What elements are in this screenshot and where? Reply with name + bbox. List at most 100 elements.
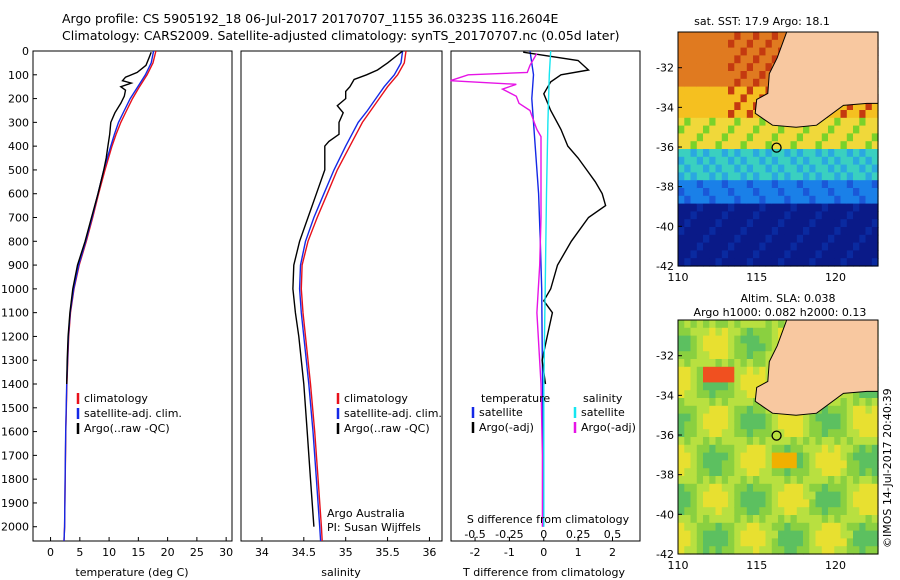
map-1-cell <box>809 460 817 469</box>
map-1-cell <box>703 382 710 391</box>
map-0-cell <box>859 203 867 212</box>
map-1-cell <box>740 468 748 477</box>
map-1-cell <box>840 437 848 446</box>
map-1-cell <box>740 491 748 500</box>
map-0-cell <box>846 195 854 205</box>
map-1-cell <box>803 460 810 469</box>
map-1-cell <box>740 335 748 344</box>
map-0-cell <box>690 227 698 236</box>
map-0-cell <box>709 71 717 80</box>
map-0-cell <box>728 227 735 236</box>
map-0-cell <box>728 102 735 111</box>
map-1-cell <box>746 429 754 438</box>
map-0-cell <box>809 203 817 212</box>
map-1-cell <box>684 437 692 446</box>
map-0-cell <box>821 203 829 212</box>
map-1-cell <box>853 499 860 508</box>
map-1-cell <box>765 499 773 508</box>
map-1-cell <box>865 530 873 539</box>
map-1-cell <box>740 327 748 337</box>
map-1-cell <box>715 405 723 415</box>
map-0-cell <box>690 211 698 220</box>
map-1-cell <box>690 546 698 555</box>
map-0-cell <box>840 117 848 127</box>
legend-diff-t-sat-label: satellite <box>479 406 523 419</box>
map-0-cell <box>809 211 817 220</box>
map-0-cell <box>703 78 710 88</box>
map-0-cell <box>771 156 779 166</box>
map-1-cell <box>853 476 860 485</box>
map-1-cell <box>696 351 704 360</box>
map-1-cell <box>815 437 823 446</box>
map-0-cell <box>828 211 835 220</box>
map-0-cell <box>715 180 723 189</box>
map-1-cell <box>715 538 723 547</box>
ytick-label-0-2: 200 <box>8 93 29 106</box>
map-0-cell <box>690 102 698 111</box>
xtick-label-2-2: 0 <box>540 546 547 559</box>
map-1-cell <box>759 413 767 422</box>
map-0-cell <box>696 110 704 119</box>
map-0-cell <box>715 86 723 95</box>
map-1-cell <box>815 421 823 430</box>
map-1-cell <box>734 546 742 555</box>
map-1-cell <box>871 429 879 438</box>
map-0-cell <box>771 227 779 236</box>
map-0-cell <box>746 63 754 72</box>
map-0-cell <box>784 258 792 267</box>
map-1-cell <box>684 452 692 461</box>
map-1-ytick-label-4: -40 <box>656 508 674 521</box>
map-0-cell <box>684 133 692 142</box>
map-0-cell <box>771 47 779 56</box>
map-1-cell <box>871 476 879 485</box>
map-0-cell <box>715 110 723 119</box>
map-1-cell <box>709 468 717 477</box>
map-0-cell <box>796 250 804 259</box>
map-1-cell <box>784 507 792 516</box>
map-0-cell <box>703 39 710 49</box>
map-0-cell <box>846 102 854 111</box>
map-1-cell <box>796 468 804 477</box>
map-0-cell <box>734 32 742 41</box>
map-1-cell <box>828 499 835 508</box>
map-1-cell <box>834 413 842 422</box>
map-0-cell <box>834 110 842 119</box>
map-0-cell <box>821 164 829 173</box>
map-1-cell <box>865 460 873 469</box>
map-1-cell <box>746 530 754 539</box>
map-0-cell <box>721 78 729 88</box>
map-1-cell <box>721 452 729 461</box>
map-0-cell <box>865 227 873 236</box>
map-1-cell <box>703 343 710 352</box>
map-0-cell <box>834 141 842 150</box>
map-0-cell <box>709 102 717 111</box>
map-0-cell <box>746 32 754 41</box>
map-1-cell <box>703 499 710 508</box>
map-0-cell <box>678 164 685 173</box>
map-1-cell <box>709 546 717 555</box>
map-0-cell <box>715 172 723 181</box>
map-1-cell <box>703 452 710 461</box>
map-0-cell <box>721 195 729 205</box>
map-0-cell <box>803 141 810 150</box>
map-1-cell <box>746 483 754 493</box>
map-1-cell <box>696 398 704 407</box>
map-1-cell <box>740 522 748 532</box>
map-0-cell <box>734 47 742 56</box>
map-1-cell <box>803 538 810 547</box>
map-1-cell <box>796 460 804 469</box>
map-0-cell <box>684 211 692 220</box>
map-1-cell <box>740 413 748 422</box>
map-0-cell <box>690 78 698 88</box>
map-0-cell <box>690 71 698 80</box>
map-1-cell <box>715 343 723 352</box>
map-0-cell <box>759 250 767 259</box>
map-1-cell <box>828 460 835 469</box>
map-1-cell <box>684 405 692 415</box>
map-0-cell <box>784 250 792 259</box>
map-1-cell <box>696 538 704 547</box>
map-0-cell <box>828 219 835 228</box>
map-0-cell <box>821 250 829 259</box>
map-0-cell <box>803 203 810 212</box>
map-1-cell <box>759 351 767 360</box>
